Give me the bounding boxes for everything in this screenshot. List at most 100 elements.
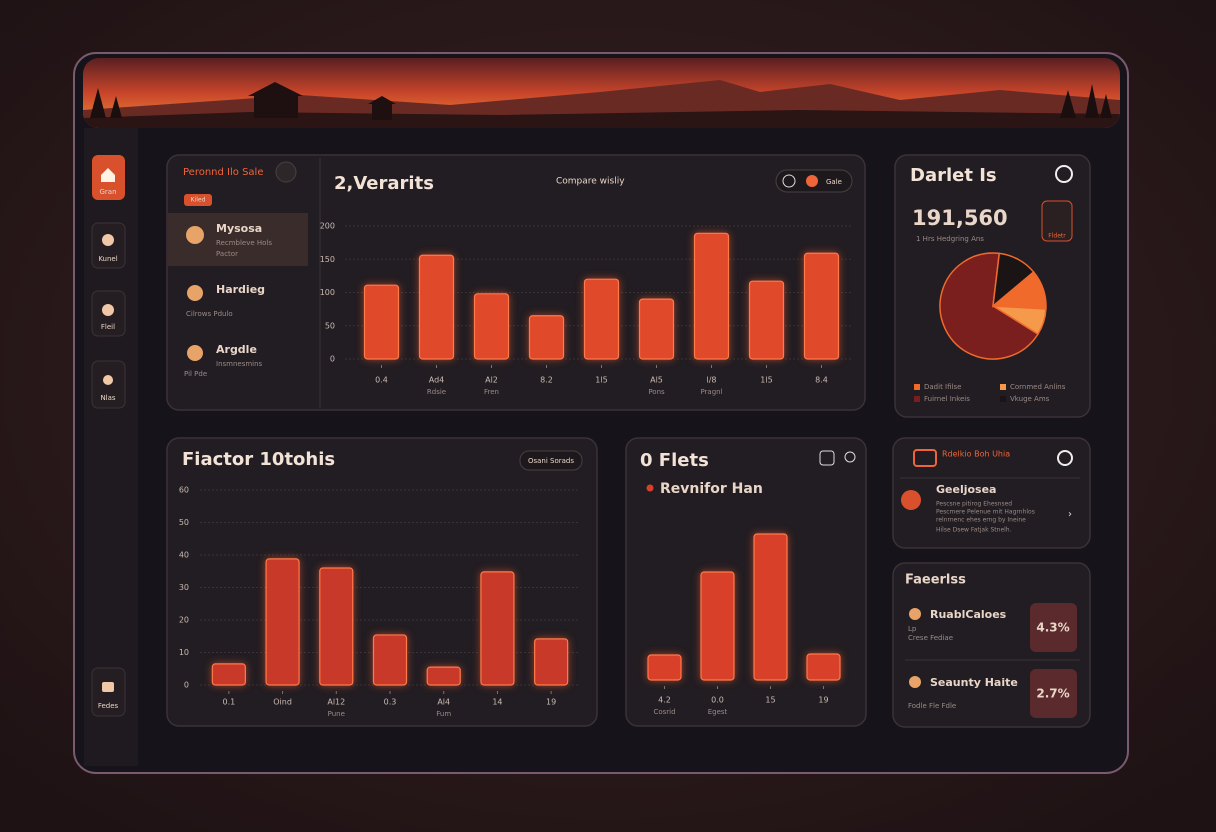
chart-title: Fiactor 10tohis — [182, 449, 335, 470]
legend-label: Revnifor Han — [660, 481, 763, 497]
x-tick-label: 1l5 — [595, 376, 607, 385]
x-tick-label: 14 — [492, 698, 502, 707]
bar — [528, 315, 565, 360]
icon[interactable] — [819, 450, 835, 466]
bar — [211, 663, 246, 686]
x-tick-label: 0.4 — [375, 376, 388, 385]
legend-label: Dadit Ifilse — [924, 383, 961, 391]
x-tick-label: Al12 — [327, 698, 345, 707]
bar — [693, 232, 730, 360]
panel — [166, 154, 866, 411]
item-line: Insmnesmins — [216, 360, 263, 368]
bar — [803, 252, 840, 360]
legend-label: Vkuge Ams — [1010, 395, 1050, 403]
y-tick-label: 60 — [179, 486, 189, 495]
bar — [647, 654, 682, 681]
search[interactable] — [1057, 450, 1073, 466]
x-tick-label: Oind — [273, 698, 292, 707]
x-tick-label: Al4 — [437, 698, 450, 707]
nav-label: Nlas — [100, 394, 115, 402]
bar — [480, 571, 515, 686]
nav-label: Kunel — [98, 255, 117, 263]
button-label: Osani Sorads — [528, 457, 574, 465]
y-tick-label: 10 — [179, 648, 189, 657]
legend-swatch — [1000, 396, 1006, 402]
x-tick-label: 15 — [765, 696, 775, 705]
x-tick-label: 19 — [818, 696, 828, 705]
item-line: Pil Pde — [184, 370, 207, 378]
legend-label: Fuirnel Inkeis — [924, 395, 970, 403]
alert-line: Pescmere Pelenue mit Hagrnhlos — [936, 509, 1035, 516]
alert-item: Geeljosea — [936, 483, 996, 496]
bar — [753, 533, 788, 681]
headline: 191,560 — [912, 206, 1008, 230]
nav-label: Fleil — [101, 323, 115, 331]
legend-label: Cornmed Anlins — [1010, 383, 1066, 391]
x-sublabel: Rdsie — [427, 388, 446, 396]
item-name: Mysosa — [216, 222, 262, 235]
y-tick-label: 40 — [179, 551, 189, 560]
y-tick-label: 0 — [184, 681, 189, 690]
panel — [892, 437, 1091, 549]
legend-swatch — [914, 396, 920, 402]
x-sublabel: Cosrid — [653, 708, 675, 716]
factor-sub: Fodle Fle Fdle — [908, 702, 956, 710]
icon — [1055, 165, 1073, 183]
x-tick-label: 19 — [546, 698, 556, 707]
list-button[interactable] — [275, 161, 297, 183]
x-tick-label: 8.4 — [815, 376, 828, 385]
item-line: Recmbleve Hols — [216, 239, 272, 247]
bar — [534, 638, 569, 686]
nav-label: Gran — [99, 188, 116, 196]
factor-value: 2.7% — [1036, 687, 1069, 701]
legend-swatch — [1000, 384, 1006, 390]
chart-title: Darlet Is — [910, 165, 997, 186]
x-sublabel: Egest — [708, 708, 728, 716]
bar — [806, 653, 841, 681]
chart-subtitle: Compare wisliy — [556, 177, 625, 187]
item-line: Cilrows Pdulo — [186, 310, 233, 318]
y-tick-label: 50 — [179, 518, 189, 527]
factor-name: Seaunty Haite — [930, 676, 1018, 689]
pie-slice — [992, 252, 1035, 308]
list-title: Peronnd Ilo Sale — [183, 167, 263, 178]
x-tick-label: l/8 — [706, 376, 716, 385]
x-tick-label: 0.0 — [711, 696, 724, 705]
chart-title: 2,Verarits — [334, 173, 434, 194]
legend-dot — [646, 484, 654, 492]
item-name: Argdle — [216, 343, 257, 356]
icon[interactable] — [844, 451, 856, 463]
y-tick-label: 150 — [320, 255, 335, 264]
bar — [372, 634, 408, 686]
button[interactable] — [519, 450, 583, 471]
x-tick-label: 4.2 — [658, 696, 671, 705]
y-tick-label: 50 — [325, 321, 335, 330]
icon — [913, 449, 937, 467]
y-tick-label: 100 — [320, 288, 335, 297]
x-tick-label: 8.2 — [540, 376, 553, 385]
pie-slice — [939, 252, 1039, 360]
factor-badge — [1030, 669, 1077, 718]
factor-sub: Lp — [908, 625, 917, 633]
toggle-label: Gale — [826, 178, 842, 186]
item-icon — [901, 490, 921, 510]
x-tick-label: Al2 — [485, 376, 498, 385]
alert-line: relnrnenc ehes erng by Ineine — [936, 517, 1026, 524]
chevron[interactable]: › — [1068, 509, 1072, 520]
y-tick-label: 20 — [179, 616, 189, 625]
panel — [625, 437, 867, 727]
bar — [748, 280, 785, 360]
bar — [583, 278, 620, 360]
x-tick-label: 0.3 — [384, 698, 397, 707]
headline-sub: 1 Hrs Hedgring Ans — [916, 235, 984, 243]
legend-swatch — [914, 384, 920, 390]
y-tick-label: 200 — [320, 222, 335, 231]
x-sublabel: Fren — [484, 388, 499, 396]
chart-title: 0 Flets — [640, 450, 709, 471]
bar — [700, 571, 735, 681]
badge — [184, 194, 212, 206]
x-tick-label: 0.1 — [222, 698, 235, 707]
factor-badge — [1030, 603, 1077, 652]
alert-line: Pescsne pitirog Ehesnsed — [936, 501, 1012, 508]
